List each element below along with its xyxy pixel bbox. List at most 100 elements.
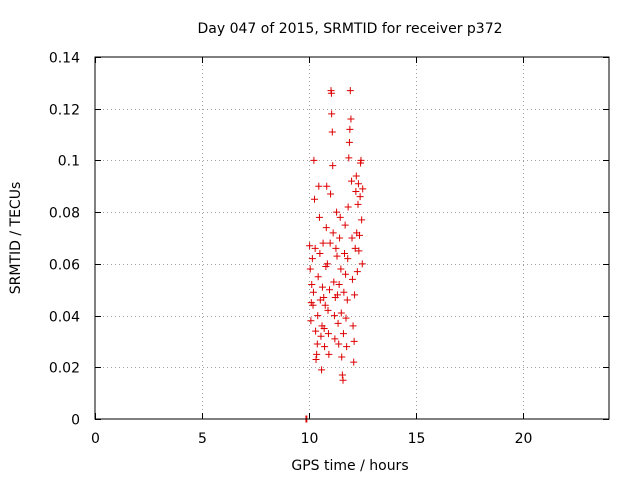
data-point [351, 291, 359, 299]
data-point [308, 255, 316, 263]
data-point [337, 265, 345, 273]
data-point [323, 182, 331, 190]
data-point [344, 255, 352, 263]
data-point [321, 301, 329, 309]
data-point [315, 213, 323, 221]
data-point [350, 358, 358, 366]
data-point [357, 156, 365, 164]
data-point [355, 247, 363, 255]
data-point [350, 337, 358, 345]
data-point [313, 350, 321, 358]
data-point [333, 291, 341, 299]
data-point [315, 182, 323, 190]
y-tick-label: 0.02 [49, 361, 80, 377]
y-tick-label: 0.04 [49, 310, 80, 326]
data-point [342, 314, 350, 322]
chart-title: Day 047 of 2015, SRMTID for receiver p37… [197, 21, 502, 37]
data-point [318, 366, 326, 374]
y-axis-label: SRMTID / TECUs [8, 182, 24, 295]
data-point [346, 87, 354, 95]
data-point [310, 156, 318, 164]
y-tick-label: 0.08 [49, 206, 80, 222]
x-tick-labels: 0 5 10 15 20 [91, 431, 532, 447]
data-point [323, 260, 331, 268]
data-point [306, 265, 314, 273]
data-point [324, 330, 332, 338]
y-tick-label: 0.12 [49, 103, 80, 119]
data-point [334, 319, 342, 327]
data-point [341, 221, 349, 229]
data-point [311, 244, 319, 252]
x-tick-label: 15 [408, 431, 426, 447]
data-point [327, 89, 335, 97]
y-tick-label: 0.1 [58, 154, 80, 170]
x-tick-label: 20 [515, 431, 533, 447]
data-point [312, 356, 320, 364]
data-point [353, 268, 361, 276]
data-point [320, 293, 328, 301]
data-point [327, 190, 335, 198]
data-point [355, 231, 363, 239]
data-point [325, 350, 333, 358]
data-point [352, 187, 360, 195]
y-tick-label: 0 [71, 413, 80, 429]
data-point [314, 273, 322, 281]
x-axis-label: GPS time / hours [291, 458, 408, 474]
data-point [313, 340, 321, 348]
data-point [343, 343, 351, 351]
data-point [351, 244, 359, 252]
data-point [344, 203, 352, 211]
data-point [316, 250, 324, 258]
data-point [336, 213, 344, 221]
data-point [326, 239, 334, 247]
data-point [349, 322, 357, 330]
data-point [309, 301, 317, 309]
data-point [354, 200, 362, 208]
data-point [331, 335, 339, 343]
data-point [341, 250, 349, 258]
data-point [338, 371, 346, 379]
data-point [320, 325, 328, 332]
y-tick-label: 0.14 [49, 51, 80, 67]
data-point [340, 288, 348, 296]
data-point [318, 283, 326, 291]
data-point [322, 224, 330, 232]
data-point [317, 332, 325, 340]
data-point [333, 252, 341, 260]
data-point [329, 229, 337, 237]
data-point [324, 306, 332, 314]
data-point [328, 128, 336, 136]
data-point [346, 125, 354, 133]
data-point [352, 172, 360, 180]
data-point [308, 281, 316, 289]
data-point [319, 239, 327, 247]
data-point [311, 195, 319, 203]
data-point [335, 281, 343, 289]
data-point [307, 317, 315, 325]
x-tick-label: 0 [91, 431, 100, 447]
data-point [339, 330, 347, 338]
data-point [345, 138, 353, 146]
data-point [338, 353, 346, 361]
data-point [339, 376, 347, 384]
data-point [329, 162, 337, 170]
data-point [333, 208, 341, 216]
grid-lines [95, 57, 609, 419]
x-tick-label: 5 [198, 431, 207, 447]
plot-frame [94, 56, 610, 420]
data-point [312, 327, 320, 335]
data-point [314, 312, 322, 320]
data-point [343, 296, 351, 304]
data-point [342, 270, 350, 278]
data-point [335, 340, 343, 348]
data-point [336, 234, 344, 242]
data-point [328, 110, 336, 118]
data-point [348, 275, 356, 283]
data-point [345, 154, 353, 162]
data-point [348, 234, 356, 242]
data-point [337, 309, 345, 317]
data-point [321, 343, 329, 351]
y-tick-label: 0.06 [49, 258, 80, 274]
